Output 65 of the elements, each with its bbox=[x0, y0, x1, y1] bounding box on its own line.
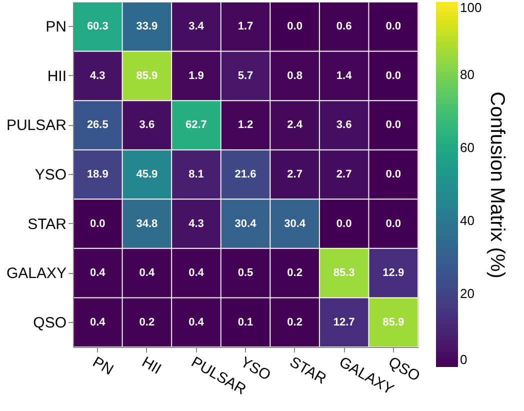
data-label: 26.5 bbox=[86, 119, 108, 132]
data-label: 0.2 bbox=[139, 316, 155, 328]
data-label: 0.4 bbox=[90, 267, 106, 280]
data-label: 4.3 bbox=[90, 70, 106, 82]
data-label: 3.4 bbox=[188, 20, 205, 33]
data-label: 85.9 bbox=[136, 70, 158, 82]
y-tick-label: QSO bbox=[33, 314, 66, 332]
data-label: 8.1 bbox=[188, 168, 204, 180]
data-label: 33.9 bbox=[136, 20, 158, 33]
data-label: 30.4 bbox=[284, 218, 306, 230]
color-bar-label: 0 bbox=[460, 352, 468, 367]
y-tick-label: YSO bbox=[34, 166, 66, 184]
data-label: 3.6 bbox=[139, 119, 155, 132]
data-label: 1.7 bbox=[238, 20, 254, 33]
data-label: 2.7 bbox=[287, 168, 302, 180]
data-label: 62.7 bbox=[186, 119, 207, 132]
y-tick-label: PULSAR bbox=[6, 117, 67, 134]
data-label: 0.2 bbox=[287, 267, 302, 280]
color-bar-label: 100 bbox=[460, 0, 482, 15]
y-tick-label: HII bbox=[47, 68, 66, 85]
y-tick-label: GALAXY bbox=[6, 265, 66, 282]
data-label: 0.0 bbox=[386, 168, 402, 180]
data-label: 0.0 bbox=[287, 20, 302, 33]
data-label: 0.0 bbox=[336, 218, 352, 230]
data-label: 12.9 bbox=[382, 267, 404, 280]
color-bar-label: 60 bbox=[460, 140, 474, 155]
data-label: 30.4 bbox=[234, 218, 258, 230]
color-bar-label: 40 bbox=[460, 213, 474, 228]
data-label: 0.5 bbox=[238, 267, 254, 280]
data-label: 4.3 bbox=[188, 218, 204, 230]
y-tick-label: STAR bbox=[28, 216, 67, 233]
y-tick-label: PN bbox=[46, 18, 66, 36]
data-label: 0.0 bbox=[386, 119, 402, 132]
data-label: 0.0 bbox=[90, 218, 106, 230]
data-label: 12.7 bbox=[333, 316, 355, 328]
data-label: 0.6 bbox=[336, 20, 352, 33]
x-tick-label: HII bbox=[138, 354, 164, 378]
data-label: 85.9 bbox=[382, 316, 404, 328]
data-label: 1.2 bbox=[238, 119, 254, 132]
data-label: 0.0 bbox=[386, 218, 402, 230]
color-bar-label: 20 bbox=[460, 286, 474, 301]
data-label: 2.4 bbox=[287, 119, 304, 132]
data-label: 85.3 bbox=[333, 267, 355, 280]
data-label: 3.6 bbox=[336, 119, 352, 132]
data-label: 34.8 bbox=[136, 218, 158, 230]
x-tick-label: PN bbox=[90, 354, 116, 379]
data-label: 0.4 bbox=[188, 316, 205, 328]
data-label: 0.0 bbox=[386, 70, 402, 82]
data-label: 21.6 bbox=[234, 168, 256, 180]
data-label: 60.3 bbox=[86, 20, 108, 33]
color-bar-title: Confusion Matrix (%) bbox=[486, 92, 508, 278]
data-label: 5.7 bbox=[238, 70, 254, 82]
data-label: 0.1 bbox=[238, 316, 254, 328]
data-label: 0.4 bbox=[90, 316, 106, 328]
data-label: 1.9 bbox=[188, 70, 204, 82]
data-label: 0.0 bbox=[386, 20, 402, 33]
data-label: 2.7 bbox=[336, 168, 352, 180]
data-label: 18.9 bbox=[86, 168, 108, 180]
data-label: 0.8 bbox=[287, 70, 302, 82]
data-label: 0.4 bbox=[188, 267, 205, 280]
data-label: 45.9 bbox=[136, 168, 158, 180]
data-label: 1.4 bbox=[336, 70, 353, 82]
color-bar-label: 80 bbox=[460, 67, 474, 82]
data-label: 0.2 bbox=[287, 316, 302, 328]
data-label: 0.4 bbox=[139, 267, 156, 280]
